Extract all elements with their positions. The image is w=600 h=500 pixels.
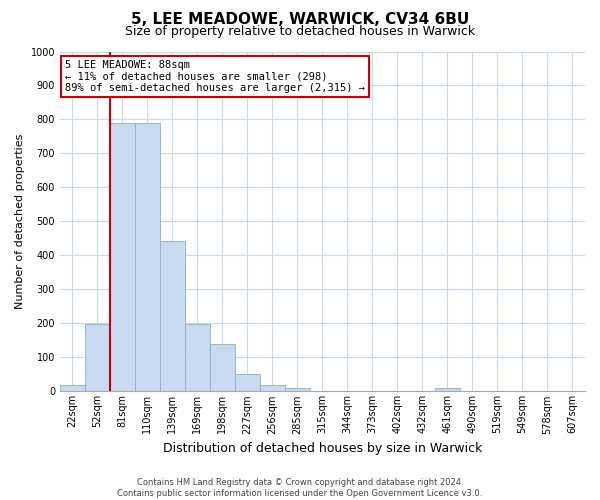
Text: 5 LEE MEADOWE: 88sqm
← 11% of detached houses are smaller (298)
89% of semi-deta: 5 LEE MEADOWE: 88sqm ← 11% of detached h…: [65, 60, 365, 93]
Bar: [185, 324, 210, 392]
Bar: [85, 324, 110, 392]
Bar: [110, 123, 135, 392]
Text: 5, LEE MEADOWE, WARWICK, CV34 6BU: 5, LEE MEADOWE, WARWICK, CV34 6BU: [131, 12, 469, 28]
Text: Size of property relative to detached houses in Warwick: Size of property relative to detached ho…: [125, 25, 475, 38]
Bar: [235, 374, 260, 392]
Bar: [60, 384, 85, 392]
Bar: [160, 241, 185, 392]
Bar: [435, 388, 460, 392]
Bar: [135, 123, 160, 392]
Y-axis label: Number of detached properties: Number of detached properties: [15, 134, 25, 309]
X-axis label: Distribution of detached houses by size in Warwick: Distribution of detached houses by size …: [163, 442, 482, 455]
Text: Contains HM Land Registry data © Crown copyright and database right 2024.
Contai: Contains HM Land Registry data © Crown c…: [118, 478, 482, 498]
Bar: [260, 384, 285, 392]
Bar: [285, 388, 310, 392]
Bar: [210, 344, 235, 392]
